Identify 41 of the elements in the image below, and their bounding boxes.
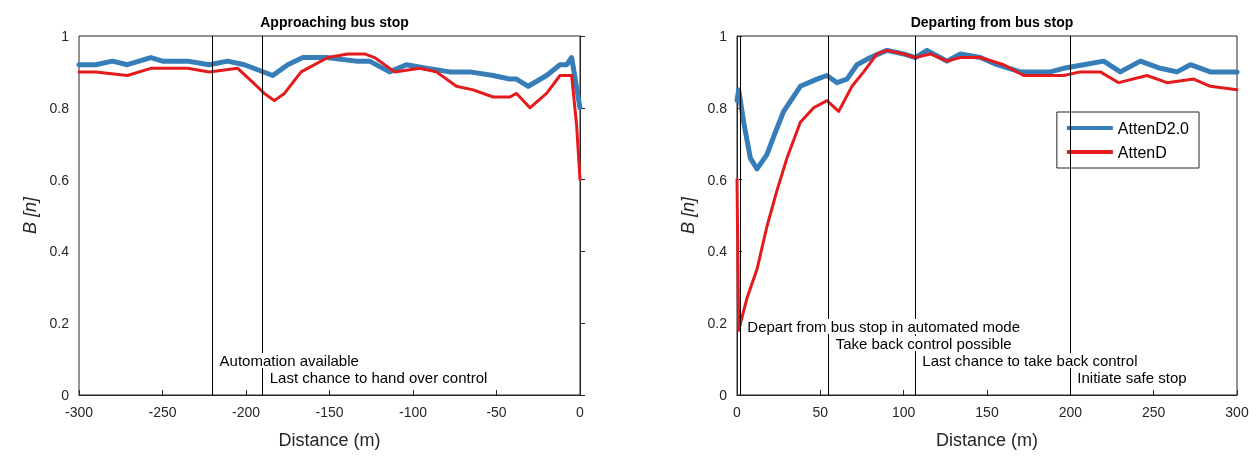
y-tick-label: 0.4 — [49, 243, 70, 260]
y-tick-label: 0 — [719, 387, 728, 403]
x-tick-label: -250 — [148, 404, 177, 420]
ref-line-label: Last chance to hand over control — [269, 369, 488, 386]
x-tick-label: -200 — [231, 404, 261, 420]
y-tick-label: 1 — [719, 28, 728, 44]
ref-line-label: Last chance to take back control — [922, 352, 1138, 369]
ref-line-label: Initiate safe stop — [1077, 369, 1187, 386]
y-tick-label: 0.6 — [49, 171, 70, 188]
chart-title: Approaching bus stop — [260, 14, 409, 30]
x-tick-label: 0 — [733, 404, 742, 420]
x-tick-label: 150 — [975, 404, 999, 420]
x-axis-title: Distance (m) — [278, 430, 381, 450]
y-tick-label: 0.6 — [707, 171, 728, 188]
ref-line-label: Take back control possible — [835, 335, 1012, 352]
x-tick-label: -100 — [398, 404, 428, 420]
x-tick-label: 200 — [1058, 404, 1083, 420]
x-tick-label: 50 — [812, 404, 829, 420]
x-axis-title: Distance (m) — [935, 430, 1039, 450]
ref-line-label: Depart from bus stop in automated mode — [747, 318, 1020, 335]
x-tick-label: -150 — [315, 404, 344, 420]
y-axis-title: B [n] — [677, 196, 698, 235]
y-tick-label: 0.4 — [707, 243, 728, 260]
chart-title: Departing from bus stop — [910, 14, 1074, 30]
ref-line-label: Automation available — [219, 352, 359, 369]
x-tick-label: 250 — [1141, 404, 1166, 420]
y-tick-label: 0.2 — [49, 315, 70, 332]
line-series — [77, 52, 582, 182]
legend-label: AttenD — [1117, 143, 1167, 161]
y-tick-label: 0.2 — [707, 315, 728, 332]
y-axis-title: B [n] — [19, 196, 40, 235]
x-tick-label: 0 — [576, 404, 585, 420]
y-tick-label: 0.8 — [707, 99, 728, 116]
x-tick-label: -50 — [486, 404, 507, 420]
x-tick-label: 100 — [891, 404, 916, 420]
x-tick-label: -300 — [64, 404, 94, 420]
legend-label: AttenD2.0 — [1117, 119, 1190, 137]
y-tick-label: 0.8 — [49, 99, 70, 116]
y-tick-label: 0 — [61, 387, 70, 403]
x-tick-label: 300 — [1225, 404, 1249, 420]
y-tick-label: 1 — [61, 28, 70, 44]
